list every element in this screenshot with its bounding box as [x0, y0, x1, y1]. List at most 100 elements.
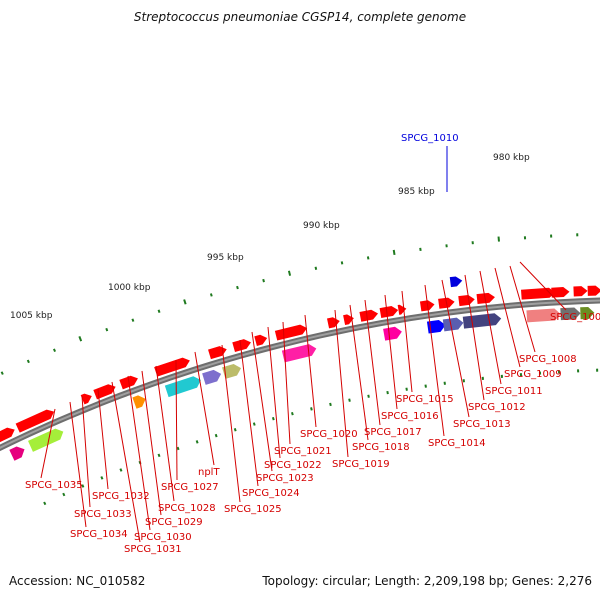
protein-domain-block-shape [383, 326, 402, 341]
gene-arrow [397, 304, 407, 315]
gene-arrow [326, 317, 340, 329]
protein-domain-block-shape [9, 446, 25, 461]
gene-arrow-shape [359, 309, 379, 322]
gene-arrow [254, 334, 268, 346]
gene-label: SPCG_1011 [485, 386, 543, 397]
gene-arrow-shape [476, 292, 495, 305]
protein-domain-block-shape [202, 369, 222, 385]
protein-domain-block [526, 308, 561, 323]
highlighted-gene-marker [449, 276, 463, 288]
scale-tick [26, 359, 30, 364]
gene-callout-line [384, 294, 398, 410]
gene-arrow [0, 427, 15, 443]
gene-callout-line [97, 388, 109, 490]
scale-tick [392, 249, 396, 256]
gene-label: SPCG_1022 [264, 460, 322, 471]
feature-tick [43, 501, 47, 506]
highlighted-gene-marker-shape [449, 276, 463, 288]
gene-label: SPCG_1024 [242, 488, 300, 499]
scale-tick [287, 270, 292, 276]
gene-arrow-shape [0, 427, 15, 443]
scale-tick [340, 261, 344, 265]
feature-tick [81, 484, 85, 488]
protein-domain-block-shape [580, 306, 595, 320]
scale-tick [314, 266, 318, 270]
feature-tick [214, 433, 218, 438]
gene-arrow-shape [208, 346, 227, 360]
gene-callout-line [127, 375, 151, 531]
gene-arrow-shape [520, 287, 556, 300]
gene-arrow-shape [587, 285, 600, 296]
gene-arrow-shape [573, 286, 588, 297]
gene-arrow [208, 346, 227, 360]
gene-arrow [154, 357, 190, 377]
scale-tick [78, 336, 83, 342]
protein-domain-block-shape [281, 344, 317, 363]
feature-tick [291, 411, 294, 416]
gene-label: SPCG_1013 [453, 419, 511, 430]
feature-tick [119, 468, 123, 472]
genome-summary-text: Topology: circular; Length: 2,209,198 bp… [262, 574, 592, 588]
gene-callout-line [155, 365, 175, 502]
feature-tick [233, 427, 237, 432]
gene-callout-line [304, 314, 317, 428]
gene-arrow [15, 409, 55, 433]
genome-title: Streptococcus pneumoniae CGSP14, complet… [133, 10, 467, 24]
protein-domain-block-shape [132, 395, 146, 409]
gene-arrow-shape [326, 317, 340, 329]
gene-arrow [343, 314, 354, 325]
gene-arrow-shape [274, 324, 308, 341]
gene-callout-line [364, 299, 381, 426]
scale-tick [105, 327, 109, 332]
protein-domain-block [132, 395, 146, 409]
gene-callout-line [81, 395, 91, 508]
protein-domain-block-shape [164, 376, 201, 398]
scale-tick [183, 299, 187, 305]
scale-tick [209, 293, 213, 297]
feature-tick [405, 387, 408, 391]
scale-label: 985 kbp [398, 187, 435, 197]
protein-domain-block [560, 307, 581, 321]
gene-label: SPCG_1018 [352, 442, 410, 453]
feature-tick [157, 453, 161, 458]
feature-tick [348, 398, 351, 402]
genome-backbone [0, 299, 600, 449]
protein-domain-block-shape [28, 428, 64, 452]
gene-callout-line [239, 339, 259, 487]
gene-arrow [476, 292, 495, 305]
gene-label: SPCG_1020 [300, 429, 358, 440]
gene-label: SPCG_1019 [332, 459, 390, 470]
protein-domain-block [164, 376, 201, 398]
scale-tick [366, 256, 370, 260]
feature-tick [100, 476, 104, 480]
scale-label: 1000 kbp [108, 283, 151, 293]
gene-label: SPCG_1012 [468, 402, 526, 413]
feature-tick [271, 417, 275, 421]
gene-callout-line [349, 304, 369, 441]
feature-tick [310, 407, 313, 411]
feature-tick [195, 440, 199, 444]
gene-label: SPCG_1023 [256, 473, 314, 484]
gene-arrow-shape [254, 334, 268, 346]
gene-arrow [80, 393, 92, 405]
protein-domain-block [222, 363, 242, 379]
gene-callout-line [464, 274, 485, 401]
feature-tick [329, 402, 332, 407]
gene-callout-line [441, 279, 470, 418]
gene-label: nplT [198, 467, 220, 478]
scale-tick [131, 318, 135, 322]
gene-callout-line [111, 381, 141, 543]
scale-label: 1005 kbp [10, 311, 53, 321]
gene-callout-line [141, 370, 162, 516]
protein-domain-block [426, 319, 446, 334]
scale-tick [236, 285, 239, 290]
protein-domain-block-shape [426, 319, 446, 334]
gene-callout-line [267, 326, 281, 459]
scale-label: 980 kbp [493, 153, 530, 163]
feature-tick [386, 390, 389, 395]
gene-callout-line [40, 408, 56, 479]
protein-domain-block [580, 306, 595, 320]
gene-callout-line [424, 284, 445, 437]
accession-text: Accession: NC_010582 [9, 574, 146, 588]
